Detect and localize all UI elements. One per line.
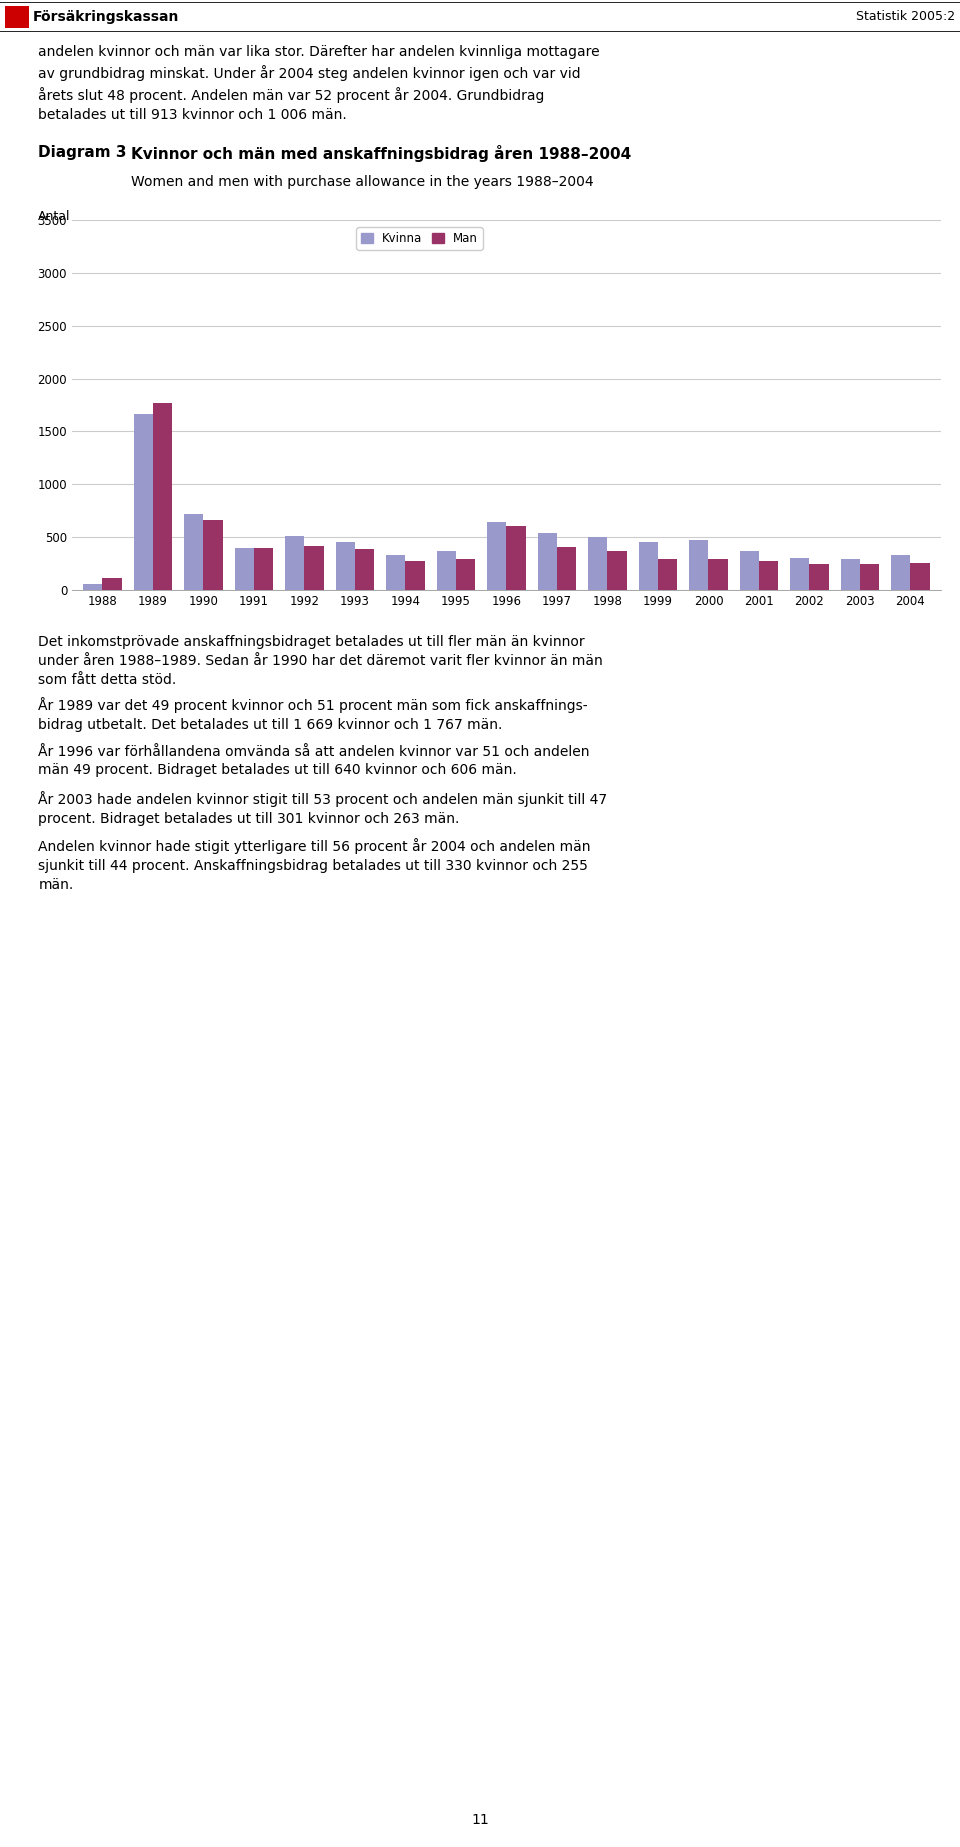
Bar (204, 521, 223, 589)
Bar (253, 549, 273, 589)
Bar (638, 541, 658, 589)
Bar (5, 6, 29, 28)
Bar (405, 561, 424, 589)
Bar (355, 549, 374, 589)
Bar (790, 558, 809, 589)
Bar (740, 552, 759, 589)
Bar (809, 563, 828, 589)
Bar (608, 552, 627, 589)
Bar (488, 523, 506, 589)
Text: Women and men with purchase allowance in the years 1988–2004: Women and men with purchase allowance in… (132, 175, 594, 188)
Bar (506, 526, 525, 589)
Text: Försäkringskassan: Försäkringskassan (33, 9, 179, 24)
Text: andelen kvinnor och män var lika stor. Därefter har andelen kvinnliga mottagare
: andelen kvinnor och män var lika stor. D… (38, 44, 600, 122)
Bar (759, 561, 779, 589)
Text: År 1989 var det 49 procent kvinnor och 51 procent män som fick anskaffnings-
bid: År 1989 var det 49 procent kvinnor och 5… (38, 698, 588, 733)
Bar (588, 537, 608, 589)
Bar (153, 403, 172, 589)
Bar (234, 549, 253, 589)
Bar (304, 545, 324, 589)
Bar (708, 560, 728, 589)
Bar (285, 536, 304, 589)
Bar (456, 560, 475, 589)
Bar (386, 556, 405, 589)
Text: År 1996 var förhållandena omvända så att andelen kvinnor var 51 och andelen
män : År 1996 var förhållandena omvända så att… (38, 744, 589, 778)
Text: Statistik 2005:2: Statistik 2005:2 (856, 11, 955, 24)
Bar (84, 584, 103, 589)
Text: Det inkomstprövade anskaffningsbidraget betalades ut till fler män än kvinnor
un: Det inkomstprövade anskaffningsbidraget … (38, 635, 603, 687)
Text: 11: 11 (471, 1814, 489, 1827)
Bar (860, 563, 879, 589)
Bar (437, 550, 456, 589)
Text: Diagram 3: Diagram 3 (38, 146, 127, 161)
Bar (891, 556, 910, 589)
Bar (336, 541, 355, 589)
Bar (689, 539, 708, 589)
Bar (910, 563, 929, 589)
Bar (133, 414, 153, 589)
Bar (841, 560, 860, 589)
Text: Andelen kvinnor hade stigit ytterligare till 56 procent år 2004 och andelen män
: Andelen kvinnor hade stigit ytterligare … (38, 839, 591, 892)
Text: Kvinnor och män med anskaffningsbidrag åren 1988–2004: Kvinnor och män med anskaffningsbidrag å… (132, 146, 632, 163)
Text: Antal: Antal (38, 209, 71, 222)
Bar (557, 547, 576, 589)
Text: År 2003 hade andelen kvinnor stigit till 53 procent och andelen män sjunkit till: År 2003 hade andelen kvinnor stigit till… (38, 792, 608, 826)
Bar (184, 513, 204, 589)
Bar (103, 578, 122, 589)
Bar (658, 560, 677, 589)
Bar (538, 534, 557, 589)
Legend: Kvinna, Man: Kvinna, Man (356, 227, 483, 249)
